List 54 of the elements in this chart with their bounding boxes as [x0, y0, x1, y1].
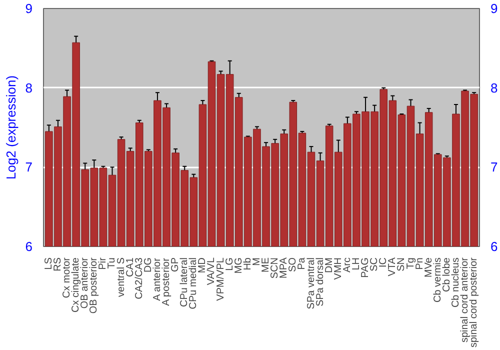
x-tick-label: SPa dorsal	[314, 257, 326, 306]
y-tick-label: 7	[25, 160, 33, 175]
x-tick-label: ventral S	[116, 257, 127, 297]
x-tick-label: VMH	[332, 257, 344, 280]
x-tick-label: spinal cord anterior	[460, 256, 471, 343]
x-tick-label: Arc	[342, 258, 353, 272]
x-tick-label: Tg	[405, 258, 416, 270]
y2-tick-label: 6	[490, 239, 498, 254]
x-tick-label: Tu	[106, 257, 118, 269]
x-tick-label: VTA	[387, 257, 398, 276]
x-tick-label: Pa	[296, 257, 308, 270]
x-tick-label: Pir	[98, 256, 109, 270]
x-tick-label: SO	[288, 257, 299, 272]
x-tick-label: VPM/VPL	[215, 257, 226, 301]
x-tick-label: MPA	[278, 257, 290, 278]
x-tick-label: Cx cingulate	[70, 257, 82, 313]
y-tick-label: 8	[25, 80, 33, 96]
y-axis-title: Log2 (expression)	[3, 75, 18, 180]
x-tick-label: CPu medial	[188, 257, 200, 310]
x-tick-label: MVe	[423, 257, 434, 278]
y2-tick-label: 9	[490, 1, 498, 16]
y-tick-label: 6	[25, 239, 33, 254]
x-tick-label: Pn	[414, 257, 426, 270]
x-tick-label: VA/VL	[206, 257, 218, 286]
x-tick-label: OB posterior	[88, 256, 100, 314]
y2-tick-label: 7	[490, 160, 498, 175]
x-tick-label: A posterior	[161, 257, 172, 306]
x-tick-label: MG	[233, 257, 244, 274]
x-tick-label: spinal cord posterior	[468, 256, 480, 348]
x-tick-label: CA1	[124, 257, 136, 277]
x-tick-label: LG	[224, 257, 236, 271]
x-tick-label: SPa ventral	[306, 257, 317, 310]
x-tick-label: GP	[170, 257, 182, 272]
y2-tick-label: 8	[490, 80, 498, 96]
x-tick-label: Cb vermis	[432, 257, 444, 303]
y-tick-label: 9	[25, 1, 33, 16]
x-tick-label: PAG	[360, 257, 372, 278]
x-tick-label: SN	[396, 257, 408, 272]
x-tick-label: A anterior	[152, 257, 163, 301]
x-tick-label: CA2/CA3	[134, 257, 145, 300]
x-tick-label: SCN	[270, 257, 281, 279]
x-tick-label: RS	[52, 257, 64, 272]
x-tick-label: OB anterior	[80, 256, 91, 309]
x-tick-label: Hb	[242, 257, 254, 270]
x-tick-label: LH	[350, 257, 362, 270]
x-tick-label: DG	[142, 257, 154, 272]
x-tick-label: ME	[260, 257, 272, 272]
x-tick-label: IC	[378, 258, 390, 268]
x-tick-label: SC	[369, 257, 380, 272]
x-tick-label: Cb nucleus	[450, 258, 462, 308]
x-tick-label: M	[251, 257, 262, 266]
x-tick-label: LS	[43, 257, 54, 270]
x-tick-label: DM	[324, 257, 335, 274]
x-tick-label: Cb lobe	[441, 257, 452, 292]
